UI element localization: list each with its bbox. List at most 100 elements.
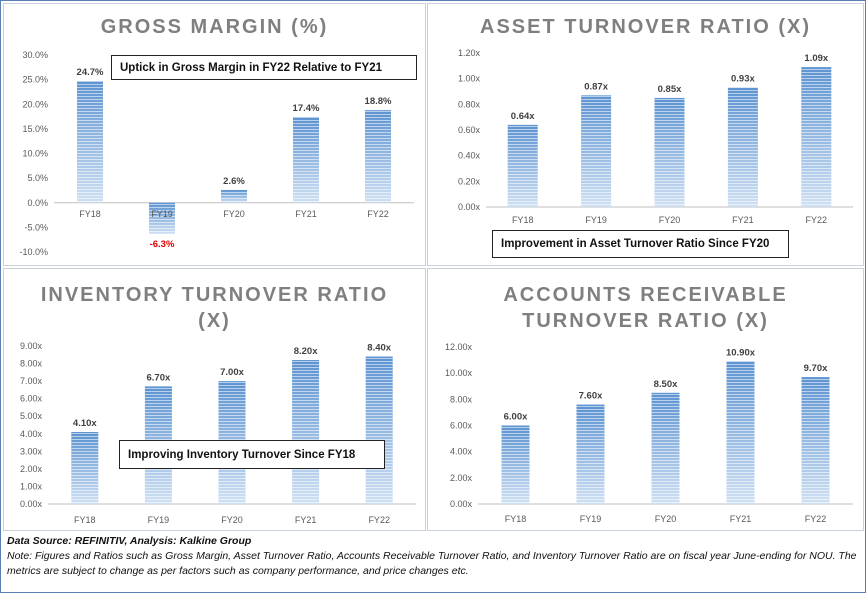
asset-turnover-chart: 0.00x 0.20x 0.40x 0.60x 0.80x 1.00x 1.20x 0.64x… [458, 48, 853, 225]
footer-note-text: Note: Figures and Ratios such as Gross M… [7, 550, 857, 577]
asset-turnover-annotation: Improvement in Asset Turnover Ratio Sinc… [492, 230, 789, 258]
asset-turnover-bar-texture [654, 97, 685, 207]
inventory-turnover-category-label: FY20 [221, 515, 243, 525]
receivable-turnover-category-label: FY19 [580, 514, 602, 524]
receivable-turnover-panel: ACCOUNTS RECEIVABLE TURNOVER RATIO (X) 0… [427, 268, 864, 531]
inventory-turnover-bar-texture [292, 360, 320, 504]
gross-margin-bar-texture [365, 110, 391, 203]
receivable-turnover-ytick-label: 4.00x [450, 447, 473, 457]
inventory-turnover-panel: INVENTORY TURNOVER RATIO (X) 0.00x 1.00x 2… [3, 268, 426, 531]
inventory-turnover-ytick-label: 5.00x [20, 411, 43, 421]
receivable-turnover-ytick-label: 12.00x [445, 342, 473, 352]
receivable-turnover-ytick-label: 6.00x [450, 421, 473, 431]
gross-margin-ytick-label: 30.0% [22, 50, 48, 60]
inventory-turnover-ytick-label: 0.00x [20, 499, 43, 509]
receivable-turnover-data-label: 9.70x [804, 363, 828, 374]
inventory-turnover-chart: 0.00x 1.00x 2.00x 3.00x 4.00x 5.00x 6.00x 7.00x… [20, 341, 416, 525]
receivable-turnover-data-label: 10.90x [726, 347, 756, 358]
inventory-turnover-data-label: 8.20x [294, 346, 318, 357]
asset-turnover-ytick-label: 0.60x [458, 125, 481, 135]
inventory-turnover-annotation: Improving Inventory Turnover Since FY18 [119, 440, 385, 469]
asset-turnover-panel: ASSET TURNOVER RATIO (X) 0.00x 0.20x 0.40x… [427, 3, 864, 266]
gross-margin-category-label: FY20 [223, 209, 245, 219]
receivable-turnover-title-line-2: TURNOVER RATIO (X) [522, 310, 769, 332]
receivable-turnover-bar-texture [576, 404, 605, 504]
receivable-turnover-data-label: 6.00x [504, 412, 528, 423]
asset-turnover-bar-texture [507, 124, 538, 207]
inventory-turnover-category-label: FY21 [295, 515, 317, 525]
gross-margin-bar-texture [149, 202, 175, 234]
inventory-turnover-ytick-label: 1.00x [20, 481, 43, 491]
inventory-turnover-data-label: 6.70x [147, 372, 171, 383]
gross-margin-ytick-label: 15.0% [22, 124, 48, 134]
inventory-turnover-ytick-label: 3.00x [20, 446, 43, 456]
asset-turnover-data-label: 0.64x [511, 111, 535, 122]
gross-margin-bar-texture [77, 81, 103, 203]
receivable-turnover-category-label: FY22 [805, 514, 827, 524]
receivable-turnover-category-label: FY20 [655, 514, 677, 524]
inventory-turnover-ytick-label: 4.00x [20, 429, 43, 439]
receivable-turnover-ytick-label: 10.00x [445, 368, 473, 378]
asset-turnover-category-label: FY20 [659, 215, 681, 225]
inventory-turnover-ytick-label: 8.00x [20, 359, 43, 369]
asset-turnover-data-label: 1.09x [804, 53, 828, 64]
inventory-turnover-data-label: 8.40x [367, 343, 391, 354]
inventory-turnover-title-line-1: INVENTORY TURNOVER RATIO [40, 284, 389, 306]
gross-margin-ytick-label: 10.0% [22, 149, 48, 159]
inventory-turnover-ytick-label: 7.00x [20, 376, 43, 386]
inventory-turnover-ytick-label: 2.00x [20, 464, 43, 474]
receivable-turnover-bar-texture [801, 377, 830, 504]
inventory-turnover-category-label: FY22 [368, 515, 390, 525]
receivable-turnover-bar-texture [501, 425, 530, 504]
asset-turnover-category-label: FY22 [806, 215, 828, 225]
receivable-turnover-category-label: FY21 [730, 514, 752, 524]
gross-margin-ytick-label: 25.0% [22, 75, 48, 85]
inventory-turnover-bar-texture [71, 432, 99, 504]
inventory-turnover-bar-texture [365, 356, 393, 504]
asset-turnover-category-label: FY21 [732, 215, 754, 225]
gross-margin-bar-texture [221, 189, 247, 203]
inventory-turnover-title-line-2: (X) [198, 310, 231, 332]
asset-turnover-data-label: 0.87x [584, 81, 608, 92]
inventory-turnover-data-label: 4.10x [73, 418, 97, 429]
asset-turnover-ytick-label: 0.80x [458, 99, 481, 109]
receivable-turnover-category-label: FY18 [505, 514, 527, 524]
gross-margin-panel: GROSS MARGIN (%) -10.0% -5.0% 0.0% 5.0% 10.0… [3, 3, 426, 266]
gross-margin-bar-texture [293, 117, 319, 203]
gross-margin-category-label: FY22 [367, 209, 389, 219]
asset-turnover-ytick-label: 0.20x [458, 176, 481, 186]
receivable-turnover-bar-texture [651, 392, 680, 504]
receivable-turnover-ytick-label: 8.00x [450, 394, 473, 404]
receivable-turnover-ytick-label: 0.00x [450, 499, 473, 509]
gross-margin-title: GROSS MARGIN (%) [100, 16, 329, 38]
asset-turnover-bar-texture [727, 87, 758, 207]
gross-margin-category-label: FY18 [79, 209, 101, 219]
receivable-turnover-chart: 0.00x 2.00x 4.00x 6.00x 8.00x 10.00x 12.00x 6.0… [445, 342, 853, 524]
gross-margin-ytick-label: -10.0% [19, 247, 48, 257]
gross-margin-ytick-label: 20.0% [22, 99, 48, 109]
asset-turnover-data-label: 0.85x [658, 84, 682, 95]
asset-turnover-bar-texture [801, 67, 832, 207]
footer: Data Source: REFINITIV, Analysis: Kalkin… [7, 534, 857, 579]
asset-turnover-ytick-label: 1.20x [458, 48, 481, 58]
gross-margin-chart: -10.0% -5.0% 0.0% 5.0% 10.0% 15.0% 20.0% 25.0% 3… [19, 50, 414, 257]
asset-turnover-data-label: 0.93x [731, 74, 755, 85]
gross-margin-category-label: FY19 [151, 209, 173, 219]
asset-turnover-bar-texture [581, 95, 612, 207]
inventory-turnover-category-label: FY19 [148, 515, 170, 525]
gross-margin-data-label: -6.3% [150, 239, 175, 250]
gross-margin-annotation: Uptick in Gross Margin in FY22 Relative … [111, 55, 417, 80]
gross-margin-data-label: 18.8% [365, 96, 392, 107]
gross-margin-ytick-label: 5.0% [27, 173, 48, 183]
gross-margin-ytick-label: 0.0% [27, 198, 48, 208]
receivable-turnover-bar-texture [726, 361, 755, 504]
receivable-turnover-title-line-1: ACCOUNTS RECEIVABLE [503, 284, 788, 306]
asset-turnover-ytick-label: 1.00x [458, 74, 481, 84]
receivable-turnover-data-label: 7.60x [579, 391, 603, 402]
asset-turnover-category-label: FY19 [585, 215, 607, 225]
asset-turnover-ytick-label: 0.40x [458, 151, 481, 161]
gross-margin-data-label: 2.6% [223, 176, 245, 187]
asset-turnover-ytick-label: 0.00x [458, 202, 481, 212]
inventory-turnover-ytick-label: 9.00x [20, 341, 43, 351]
gross-margin-data-label: 17.4% [293, 103, 320, 114]
